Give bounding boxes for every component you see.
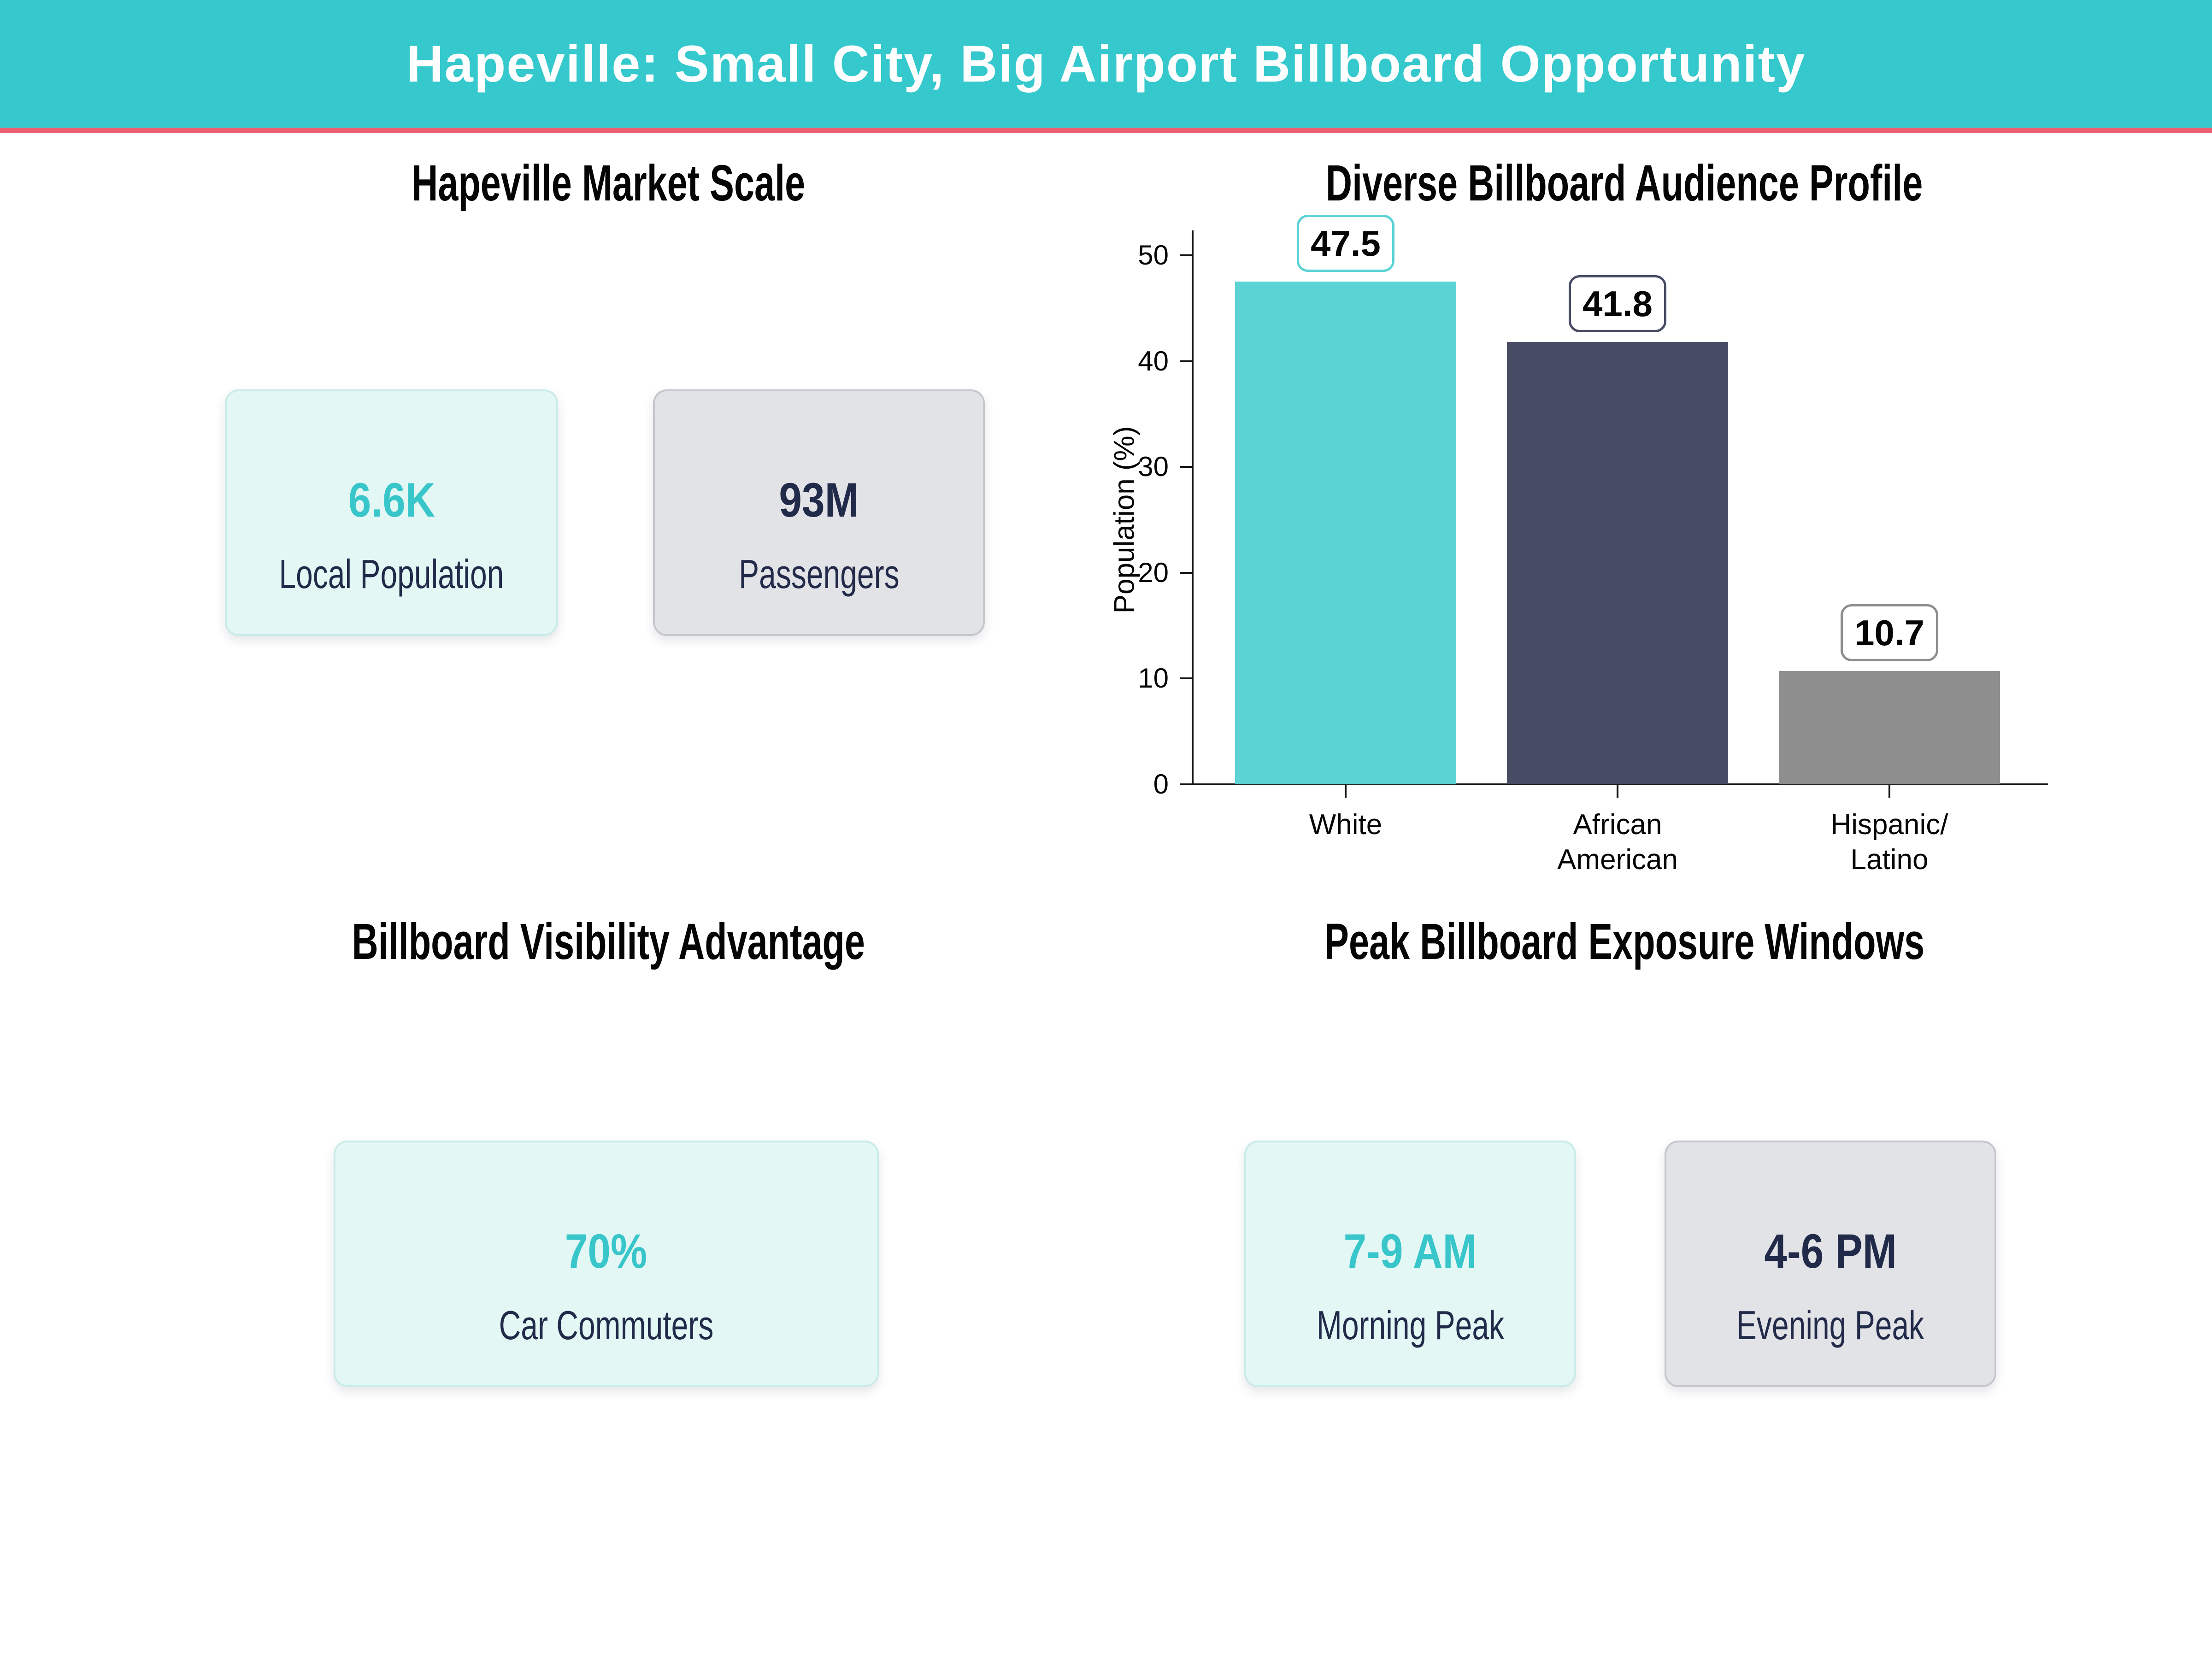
y-tick-mark (1180, 783, 1192, 785)
stat-value: 7-9 AM (1343, 1224, 1477, 1278)
y-tick-label: 0 (1153, 769, 1169, 800)
bar-value-badge: 47.5 (1297, 215, 1394, 272)
stat-value: 6.6K (348, 473, 435, 527)
bar-0 (1235, 282, 1456, 784)
stat-label: Passengers (738, 551, 900, 597)
bar-value-badge: 41.8 (1569, 275, 1666, 333)
bar-1 (1507, 342, 1728, 784)
y-axis-line (1192, 230, 1194, 784)
y-tick-label: 40 (1138, 345, 1169, 377)
header-banner: Hapeville: Small City, Big Airport Billb… (0, 0, 2212, 128)
x-tick-label: Hispanic/ Latino (1830, 809, 1948, 876)
stat-value: 4-6 PM (1764, 1224, 1897, 1278)
y-tick-mark (1180, 571, 1192, 574)
stat-label: Local Population (279, 551, 504, 597)
y-tick-mark (1180, 254, 1192, 256)
bar-2 (1779, 671, 2000, 784)
x-axis-line (1192, 783, 2048, 785)
x-tick-mark (1888, 785, 1890, 798)
x-tick-label: White (1309, 809, 1382, 841)
y-tick-label: 10 (1138, 663, 1169, 694)
stat-card-car-commuters: 70% Car Commuters (334, 1141, 879, 1387)
page-title: Hapeville: Small City, Big Airport Billb… (406, 35, 1806, 93)
y-tick-label: 20 (1138, 557, 1169, 588)
bar-value-badge: 10.7 (1841, 604, 1938, 662)
y-tick-mark (1180, 677, 1192, 680)
y-tick-label: 30 (1138, 451, 1169, 482)
stat-card-passengers: 93M Passengers (653, 389, 985, 636)
stat-card-evening-peak: 4-6 PM Evening Peak (1665, 1141, 1996, 1387)
y-axis-title: Population (%) (1108, 426, 1141, 614)
stat-card-local-population: 6.6K Local Population (225, 389, 558, 636)
y-tick-mark (1180, 360, 1192, 362)
x-tick-mark (1617, 785, 1618, 798)
x-tick-mark (1345, 785, 1347, 798)
stat-label: Car Commuters (499, 1302, 714, 1348)
header-accent-line (0, 128, 2212, 133)
x-tick-label: African American (1557, 809, 1678, 876)
y-tick-mark (1180, 466, 1192, 468)
stat-label: Evening Peak (1736, 1302, 1924, 1348)
stat-value: 93M (779, 473, 859, 527)
section-title-peak: Peak Billboard Exposure Windows (1324, 913, 1924, 970)
y-tick-label: 50 (1138, 240, 1169, 271)
stat-label: Morning Peak (1316, 1302, 1504, 1348)
section-title-market: Hapeville Market Scale (411, 154, 806, 212)
stat-card-morning-peak: 7-9 AM Morning Peak (1244, 1141, 1576, 1387)
section-title-audience: Diverse Billboard Audience Profile (1326, 154, 1923, 212)
stat-value: 70% (565, 1224, 647, 1278)
section-title-visibility: Billboard Visibility Advantage (352, 913, 865, 970)
